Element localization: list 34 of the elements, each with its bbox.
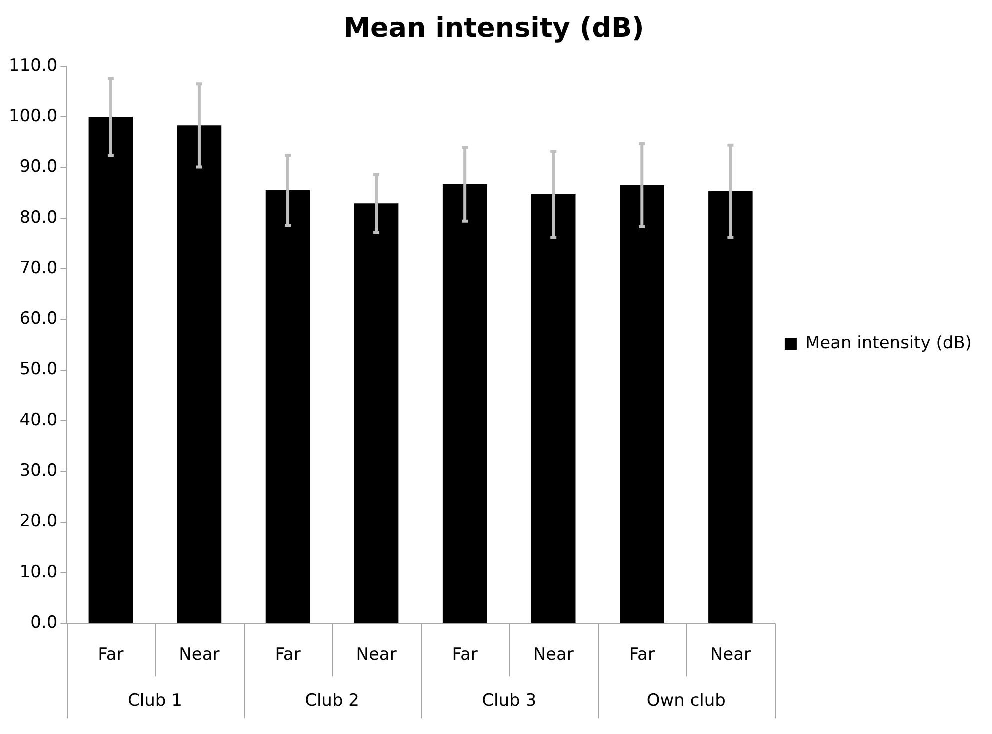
y-tick-label: 90.0 [20,157,58,178]
y-tick-label: 0.0 [30,613,58,634]
text: Own club [646,691,726,712]
y-tick-label: 110.0 [8,56,58,76]
text: Club 3 [482,691,537,712]
y-tick-label: 20.0 [20,512,58,532]
x-tick-label: Near [533,645,574,666]
x-tick-label: Far [452,645,478,666]
chart-title: Mean intensity (dB) [344,13,644,44]
bar [620,185,664,624]
text: Club 1 [128,691,182,712]
bar [266,190,310,624]
x-tick-label: Near [179,645,220,666]
y-tick-label: 50.0 [20,360,58,380]
y-tick-label: 60.0 [20,309,58,330]
y-tick-label: 80.0 [20,208,58,228]
x-tick-label: Near [356,645,397,666]
y-tick-label: 10.0 [20,562,58,582]
x-tick-label: Near [710,645,751,666]
bar [177,126,222,624]
x-tick-label: Far [98,645,124,666]
y-tick-label: 70.0 [20,258,58,278]
text: Club 2 [305,691,360,712]
y-tick-label: 40.0 [20,410,58,430]
y-tick-label: 100.0 [8,106,58,126]
bar [442,184,488,624]
bar [708,192,753,624]
x-tick-label: Far [275,645,301,666]
bar [88,117,134,624]
x-tick-label: Far [629,645,655,666]
legend-label: Mean intensity (dB) [805,333,972,354]
y-tick-label: 30.0 [20,461,58,482]
bar [354,204,399,624]
bar [531,194,576,624]
